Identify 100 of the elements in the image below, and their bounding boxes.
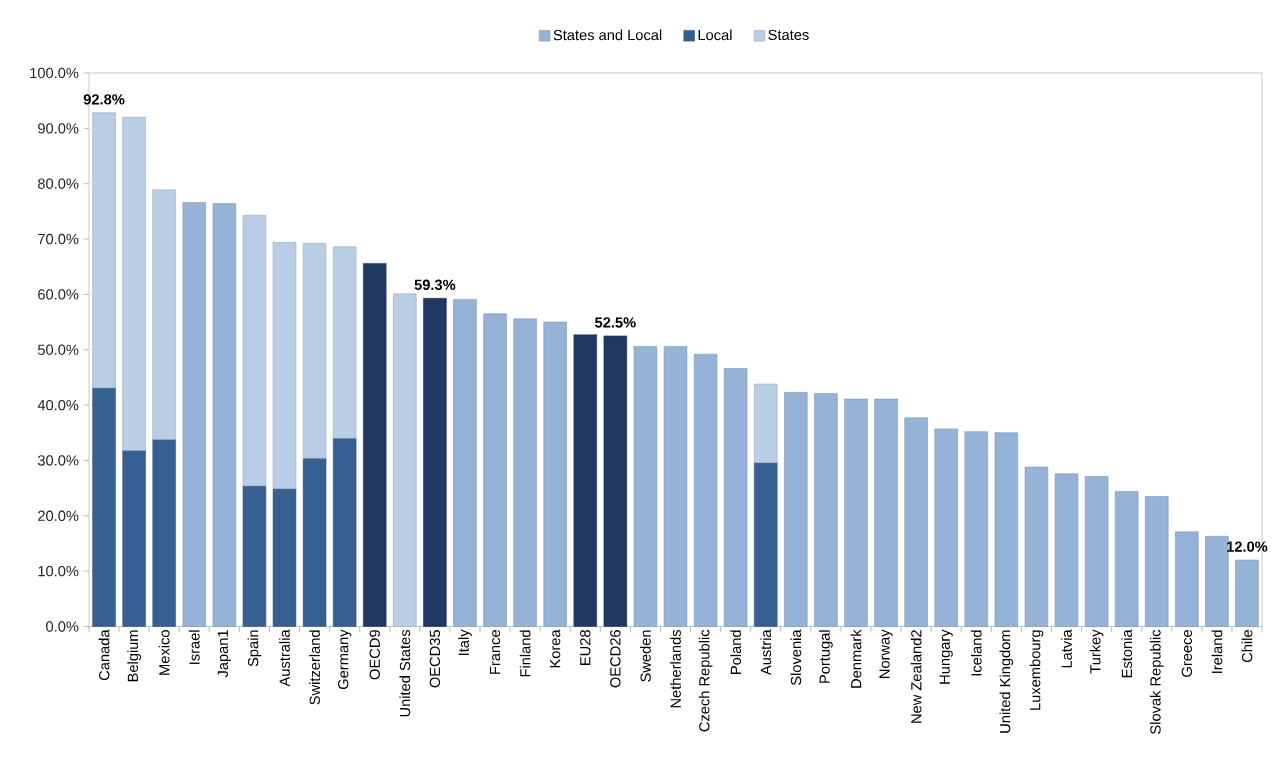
bar — [934, 428, 958, 627]
x-tick-label: Slovak Republic — [1149, 629, 1164, 734]
bar — [152, 189, 176, 440]
x-tick-label: Chile — [1241, 630, 1253, 663]
x-tick-label: Finland — [519, 630, 531, 677]
x-tick-label: United Kingdom — [999, 630, 1014, 733]
bar — [1205, 536, 1229, 627]
x-tick-label: Latvia — [1061, 629, 1072, 668]
x-tick-label: Japan1 — [217, 630, 231, 678]
y-tick-label: 60.0% — [38, 289, 79, 300]
bar — [904, 417, 928, 627]
y-tick-label: 10.0% — [38, 565, 79, 577]
x-tick-label: Canada — [98, 629, 110, 681]
x-tick-label: Poland — [730, 630, 742, 674]
bar — [182, 202, 206, 627]
bar — [92, 112, 116, 389]
x-tick-label: Ireland — [1211, 630, 1223, 673]
bar — [603, 335, 628, 627]
bar — [754, 383, 778, 463]
x-tick-label: Czech Republic — [698, 629, 713, 732]
bar — [814, 393, 838, 627]
bar — [1054, 473, 1079, 627]
y-tick-label: 20.0% — [38, 510, 79, 521]
total-label: 12.0% — [1227, 541, 1268, 552]
x-tick-label: Netherlands — [670, 629, 681, 708]
bar — [874, 398, 898, 627]
x-tick-label: Slovenia — [790, 629, 802, 686]
bar — [1114, 491, 1139, 627]
bar — [663, 346, 688, 627]
bar — [1235, 559, 1259, 627]
bar — [92, 387, 116, 627]
legend-label: States — [768, 29, 809, 41]
bar — [272, 242, 297, 489]
bar — [302, 243, 327, 459]
x-tick-label: United States — [399, 629, 411, 717]
bar — [302, 457, 327, 627]
bar — [844, 398, 868, 627]
bar — [1145, 496, 1169, 627]
bar — [212, 203, 237, 627]
x-tick-label: Estonia — [1121, 629, 1133, 678]
x-tick-label: Portugal — [819, 630, 833, 683]
y-tick-label: 50.0% — [37, 344, 79, 355]
bar — [693, 353, 718, 627]
bar — [723, 368, 748, 627]
bar — [1024, 466, 1049, 627]
bar — [122, 450, 146, 627]
x-tick-label: Germany — [338, 629, 352, 690]
x-tick-label: Australia — [279, 629, 290, 687]
total-label: 92.8% — [83, 94, 125, 105]
y-tick-label: 40.0% — [37, 399, 79, 411]
bar — [363, 263, 387, 627]
bar — [1175, 531, 1199, 627]
x-tick-label: Israel — [188, 630, 200, 664]
bar — [393, 293, 417, 627]
bar — [754, 462, 778, 627]
bar — [453, 299, 477, 627]
bar — [423, 298, 447, 627]
total-label: 59.3% — [414, 279, 456, 291]
x-tick-label: Belgium — [127, 630, 141, 682]
bar — [242, 485, 267, 627]
x-tick-label: Korea — [550, 629, 561, 668]
x-tick-label: OECD35 — [429, 630, 441, 688]
total-label: 52.5% — [595, 317, 636, 328]
x-tick-label: Iceland — [970, 630, 982, 676]
y-tick-label: 100.0% — [30, 67, 79, 79]
bar — [543, 321, 567, 627]
y-tick-label: 70.0% — [38, 233, 79, 245]
x-tick-label: New Zealand2 — [910, 630, 922, 723]
x-tick-label: Austria — [760, 629, 772, 676]
x-tick-label: Switzerland — [309, 630, 320, 705]
x-tick-label: Greece — [1181, 630, 1193, 677]
legend-label: States and Local — [553, 29, 662, 41]
x-tick-label: Italy — [458, 629, 472, 655]
x-tick-label: EU28 — [580, 630, 591, 665]
bar — [242, 214, 267, 487]
x-tick-label: Denmark — [850, 629, 862, 688]
bar — [332, 438, 357, 627]
bar — [1084, 476, 1109, 627]
legend-label: Local — [698, 29, 732, 41]
y-tick-label: 30.0% — [37, 455, 79, 466]
x-tick-label: Hungary — [939, 629, 953, 684]
bar — [272, 488, 297, 627]
y-tick-label: 0.0% — [46, 621, 79, 632]
bar — [964, 431, 988, 627]
x-tick-label: Spain — [247, 630, 262, 667]
y-tick-label: 90.0% — [38, 123, 79, 134]
x-tick-label: Turkey — [1089, 629, 1104, 674]
bar — [513, 318, 537, 627]
x-tick-label: France — [489, 630, 501, 674]
bar — [994, 432, 1019, 627]
bar — [332, 246, 357, 439]
x-tick-label: Mexico — [158, 630, 170, 675]
bar — [483, 313, 507, 627]
y-tick-label: 80.0% — [38, 178, 79, 189]
bar — [122, 117, 146, 451]
bar — [573, 334, 597, 627]
bar — [633, 346, 658, 627]
x-tick-label: OECD9 — [369, 630, 380, 680]
bar — [152, 439, 176, 627]
bar — [784, 392, 808, 627]
